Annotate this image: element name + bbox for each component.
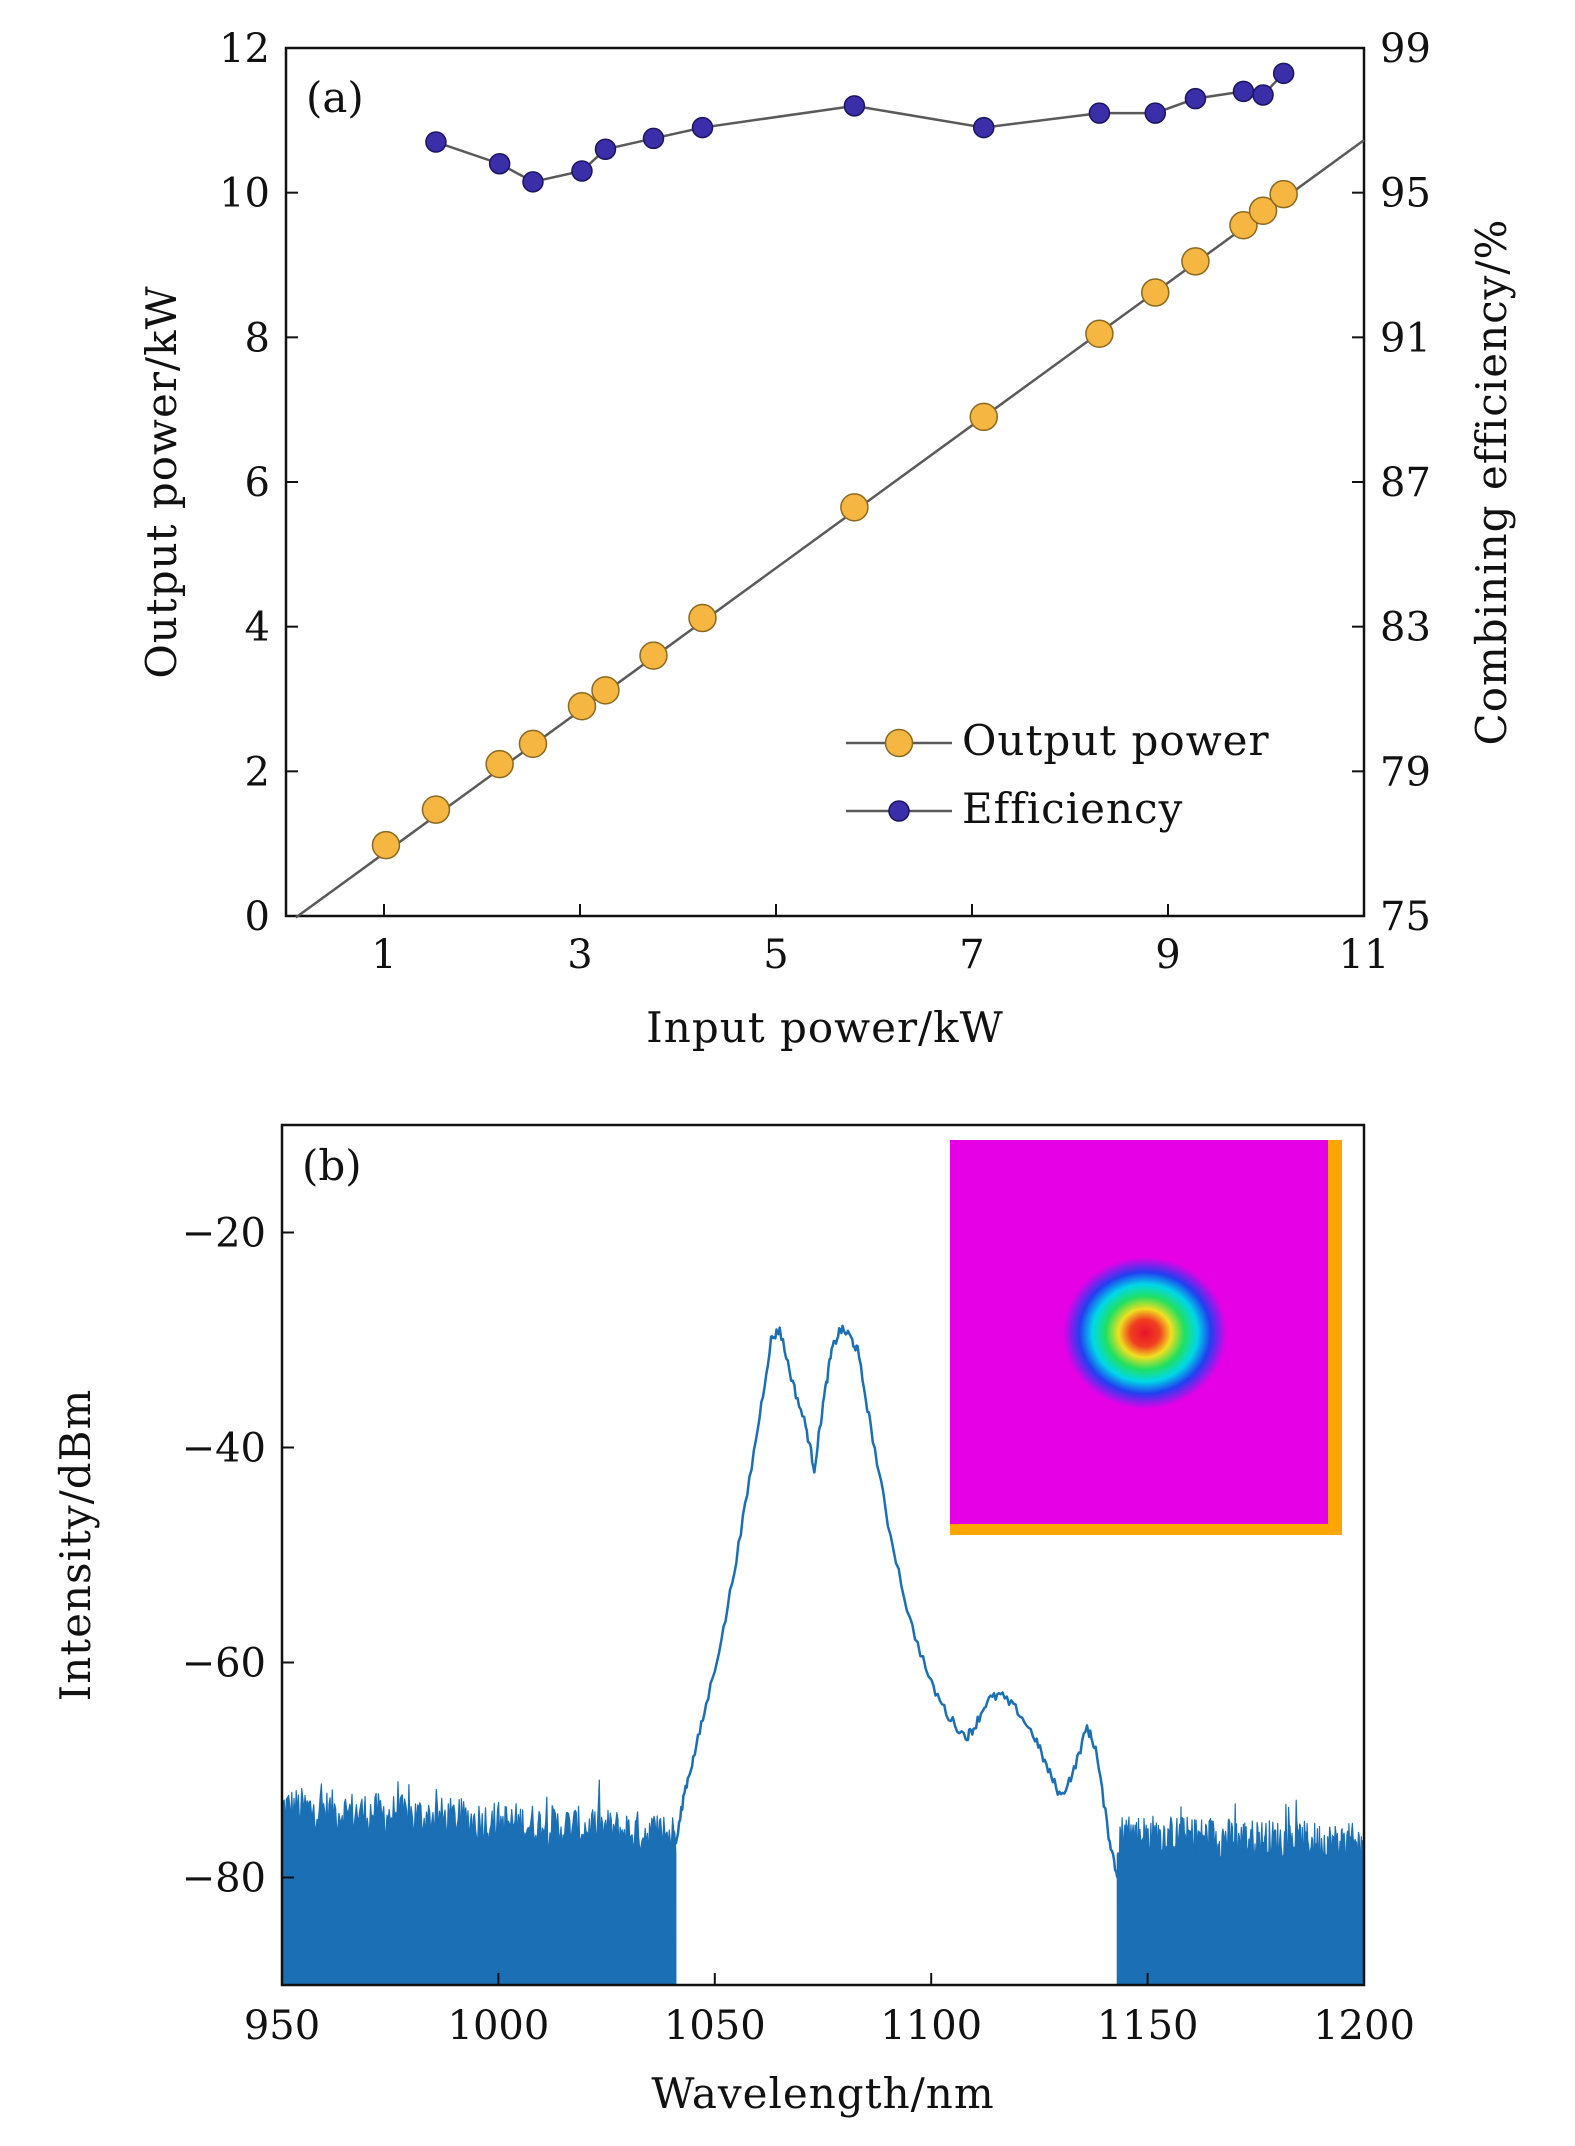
y2-tick-label: 87 bbox=[1380, 460, 1431, 506]
y-tick-label: −80 bbox=[182, 1856, 266, 1902]
output-power-point bbox=[485, 749, 514, 779]
legend-efficiency-marker bbox=[888, 800, 910, 822]
y-tick-label: −20 bbox=[182, 1211, 266, 1257]
y-tick-label: 0 bbox=[245, 894, 270, 940]
panel-a-x-ticks: 1 3 5 7 9 11 bbox=[371, 904, 1389, 978]
x-tick-label: 1050 bbox=[664, 2003, 766, 2049]
efficiency-point bbox=[488, 152, 511, 175]
efficiency-point bbox=[843, 95, 866, 117]
panel-a-y-ticks: 0 2 4 6 8 10 12 bbox=[219, 26, 298, 940]
spectrum-peak bbox=[674, 1324, 1119, 1878]
efficiency-point bbox=[1184, 87, 1207, 110]
panel-a-label: (a) bbox=[306, 73, 364, 122]
efficiency-point bbox=[1088, 102, 1111, 124]
x-tick-label: 5 bbox=[763, 932, 788, 978]
output-power-point bbox=[1085, 319, 1114, 348]
y-tick-label: −40 bbox=[182, 1426, 266, 1472]
x-tick-label: 3 bbox=[567, 932, 592, 978]
panel-b-label: (b) bbox=[302, 1141, 362, 1190]
output-power-point bbox=[421, 795, 451, 824]
panel-b-xlabel: Wavelength/nm bbox=[651, 2069, 994, 2118]
y2-tick-label: 99 bbox=[1380, 26, 1431, 72]
y2-tick-label: 83 bbox=[1380, 605, 1431, 651]
efficiency-point bbox=[1144, 102, 1167, 124]
efficiency-point bbox=[522, 171, 544, 193]
x-tick-label: 7 bbox=[959, 932, 984, 978]
panel-a-y2label: Combining efficiency/% bbox=[1467, 219, 1516, 746]
output-power-point bbox=[518, 729, 548, 759]
y2-tick-label: 75 bbox=[1380, 894, 1431, 940]
noise-floor-right bbox=[1116, 1799, 1365, 1986]
output-power-point bbox=[1229, 210, 1258, 240]
legend-efficiency-label: Efficiency bbox=[962, 784, 1183, 833]
noise-floor-left bbox=[281, 1779, 677, 1986]
output-power-point bbox=[639, 641, 668, 670]
y-tick-label: 4 bbox=[245, 605, 270, 651]
panel-b-y-ticks: −20 −40 −60 −80 bbox=[182, 1211, 294, 1902]
efficiency-point bbox=[425, 131, 447, 153]
x-tick-label: 1200 bbox=[1313, 2003, 1415, 2049]
output-power-point bbox=[567, 691, 597, 721]
output-power-point bbox=[371, 830, 401, 860]
legend-output-label: Output power bbox=[962, 716, 1270, 765]
output-power-point bbox=[688, 603, 717, 633]
x-tick-label: 1000 bbox=[448, 2003, 550, 2049]
y-tick-label: 10 bbox=[219, 171, 270, 217]
x-tick-label: 1150 bbox=[1097, 2003, 1199, 2049]
output-power-point bbox=[840, 493, 869, 522]
x-tick-label: 1100 bbox=[880, 2003, 982, 2049]
efficiency-point bbox=[1272, 62, 1295, 85]
panel-a-y2-ticks: 75 79 83 87 91 95 99 bbox=[1352, 26, 1431, 940]
efficiency-point bbox=[691, 116, 714, 139]
x-tick-label: 9 bbox=[1155, 932, 1180, 978]
efficiency-series bbox=[425, 62, 1295, 193]
y-tick-label: 6 bbox=[245, 460, 270, 506]
y-tick-label: 8 bbox=[245, 315, 270, 361]
x-tick-label: 1 bbox=[371, 932, 396, 978]
output-power-point bbox=[591, 676, 620, 705]
output-power-point bbox=[1248, 196, 1278, 225]
spectrum-line bbox=[674, 1324, 1119, 1878]
efficiency-point bbox=[973, 116, 995, 139]
efficiency-point bbox=[571, 160, 593, 182]
y2-tick-label: 79 bbox=[1380, 749, 1431, 795]
legend-output-marker bbox=[884, 728, 914, 758]
x-tick-label: 11 bbox=[1339, 932, 1390, 978]
y-tick-label: −60 bbox=[182, 1641, 266, 1687]
efficiency-point bbox=[1232, 80, 1255, 103]
y-tick-label: 12 bbox=[219, 26, 270, 72]
output-power-point bbox=[1141, 278, 1170, 307]
y2-tick-label: 91 bbox=[1380, 315, 1431, 361]
output-power-series bbox=[371, 179, 1298, 860]
panel-a-xlabel: Input power/kW bbox=[646, 1003, 1004, 1052]
panel-b-ylabel: Intensity/dBm bbox=[51, 1389, 100, 1702]
efficiency-line bbox=[435, 72, 1285, 184]
noise-floor bbox=[281, 1779, 1365, 1986]
x-tick-label: 950 bbox=[244, 2003, 320, 2049]
efficiency-point bbox=[594, 138, 617, 161]
panel-a-frame bbox=[284, 46, 1366, 918]
y2-tick-label: 95 bbox=[1380, 171, 1431, 217]
output-power-point bbox=[1269, 179, 1298, 209]
panel-b-frame bbox=[280, 1123, 1366, 1987]
efficiency-point bbox=[642, 127, 665, 150]
panel-a-legend: Output power Efficiency bbox=[846, 716, 1270, 833]
efficiency-point bbox=[1252, 84, 1274, 106]
output-power-point bbox=[1181, 247, 1210, 276]
beam-spot bbox=[1063, 1257, 1227, 1409]
y-tick-label: 2 bbox=[245, 749, 270, 795]
panel-b-x-ticks: 950 1000 1050 1100 1150 1200 bbox=[244, 1973, 1415, 2049]
panel-a-ylabel: Output power/kW bbox=[137, 285, 186, 678]
beam-profile-inset bbox=[950, 1140, 1342, 1535]
panel-b: (b) 950 1000 1050 1100 1150 1200 −20 −40 −60 −80… bbox=[51, 1123, 1415, 2118]
output-power-point bbox=[969, 402, 999, 432]
